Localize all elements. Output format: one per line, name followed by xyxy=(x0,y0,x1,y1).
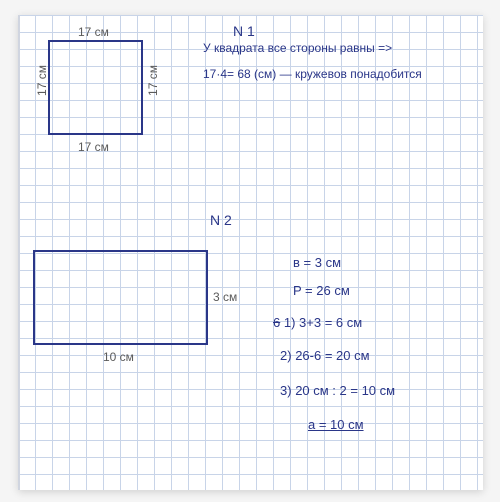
given-b: в = 3 см xyxy=(293,255,341,271)
rectangle-shape xyxy=(33,250,208,345)
step1-text: 3+3 = 6 см xyxy=(299,315,362,330)
step3-row: 3) 20 см : 2 = 10 см xyxy=(280,383,395,399)
problem2-number: N 2 xyxy=(210,212,232,229)
step2-row: 2) 26-6 = 20 см xyxy=(280,348,370,364)
square-right-label: 17 см xyxy=(146,65,160,96)
answer: a = 10 см xyxy=(308,417,364,433)
step1-row: 6 1) 3+3 = 6 см xyxy=(273,315,362,331)
problem1-number: N 1 xyxy=(233,23,255,40)
step2-text: 26-6 = 20 см xyxy=(295,348,369,363)
square-shape xyxy=(48,40,143,135)
square-left-label: 17 см xyxy=(35,65,49,96)
step3-prefix: 3) xyxy=(280,383,292,398)
step1-prefix: 1) xyxy=(284,315,296,330)
step2-prefix: 2) xyxy=(280,348,292,363)
step1-strike: 6 xyxy=(273,315,280,330)
square-top-label: 17 см xyxy=(78,25,109,39)
rect-right-label: 3 см xyxy=(213,290,237,304)
margin-line xyxy=(18,15,20,490)
notebook-page: 17 см 17 см 17 см 17 см N 1 У квадрата в… xyxy=(18,15,483,490)
given-p: P = 26 см xyxy=(293,283,350,299)
rect-bottom-label: 10 см xyxy=(103,350,134,364)
problem1-statement: У квадрата все стороны равны => xyxy=(203,41,473,55)
problem1-calculation: 17·4= 68 (см) — кружевов понадобится xyxy=(203,67,483,81)
square-bottom-label: 17 см xyxy=(78,140,109,154)
step3-text: 20 см : 2 = 10 см xyxy=(295,383,395,398)
